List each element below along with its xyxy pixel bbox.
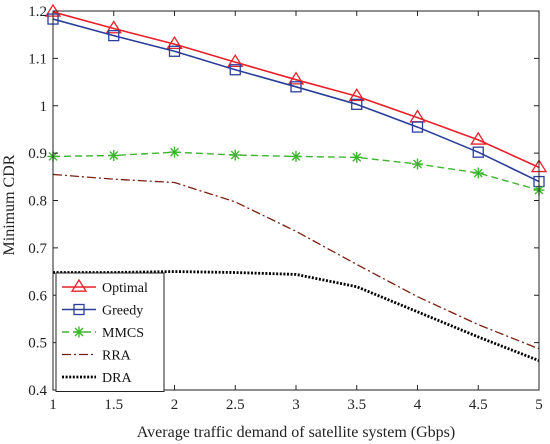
legend: Optimal Greedy MMCS RRA DRA [55, 272, 165, 392]
legend-entry-rra: RRA [62, 349, 132, 364]
y-axis-label: Minimum CDR [1, 154, 18, 255]
data-point-greedy [108, 29, 120, 42]
data-point-optimal [166, 35, 183, 50]
x-tick-label: 1 [49, 397, 57, 413]
x-tick-label: 2.5 [226, 397, 245, 413]
asterisk-stroke [170, 147, 179, 157]
x-tick-label: 3 [292, 397, 300, 413]
data-point-greedy [351, 98, 363, 110]
series-dra [53, 270, 540, 362]
data-point-mmcs [290, 150, 302, 162]
legend-label-optimal: Optimal [102, 281, 148, 296]
plot-frame [52, 10, 540, 391]
data-point-mmcs [169, 146, 180, 158]
legend-label-rra: RRA [102, 349, 132, 364]
asterisk-stroke [291, 151, 301, 161]
asterisk-stroke [352, 152, 362, 162]
legend-entry-optimal: Optimal [62, 278, 148, 296]
data-point-mmcs [472, 167, 484, 179]
series-line-rra [52, 173, 540, 350]
asterisk-stroke [109, 151, 119, 160]
data-point-greedy [168, 45, 181, 57]
x-tick-label: 4 [414, 397, 422, 413]
y-tick-label: 0.5 [28, 336, 47, 352]
data-point-mmcs [351, 151, 363, 163]
data-point-greedy [411, 121, 424, 133]
data-point-optimal [105, 20, 122, 34]
legend-entry-mmcs: MMCS [62, 326, 144, 341]
data-point-greedy [229, 64, 241, 76]
legend-marker-mmcs [73, 326, 85, 338]
x-axis-label: Average traffic demand of satellite syst… [137, 424, 455, 441]
y-tick-label: 0.7 [28, 241, 47, 257]
data-point-mmcs [412, 158, 423, 170]
y-tick-label: 1 [40, 99, 48, 115]
x-tick-label: 5 [535, 397, 543, 413]
x-tick-label: 3.5 [347, 397, 366, 413]
legend-label-mmcs: MMCS [102, 326, 144, 341]
legend-entry-dra: DRA [62, 371, 132, 386]
data-point-greedy [290, 81, 302, 93]
y-tick-label: 0.6 [28, 288, 47, 304]
series-line-optimal [52, 11, 540, 169]
series-greedy [47, 13, 545, 188]
legend-marker-optimal [70, 278, 88, 292]
data-point-optimal [470, 131, 487, 145]
legend-marker-greedy [73, 303, 85, 316]
asterisk-stroke [74, 327, 84, 337]
series-line-greedy [52, 18, 540, 183]
legend-label-dra: DRA [102, 371, 132, 386]
asterisk-stroke [473, 168, 483, 178]
x-tick-label: 2 [171, 397, 179, 413]
y-tick-label: 0.9 [28, 146, 47, 162]
y-tick-label: 0.4 [28, 383, 47, 399]
legend-label-greedy: Greedy [102, 304, 143, 319]
y-tick-label: 0.8 [28, 194, 47, 210]
data-point-optimal [227, 53, 244, 68]
data-point-greedy [472, 146, 484, 158]
x-tick-label: 1.5 [104, 397, 123, 413]
y-tick-label: 1.2 [28, 4, 47, 20]
data-point-optimal [287, 71, 305, 85]
y-tick-label: 1.1 [28, 51, 47, 67]
data-point-mmcs [108, 149, 120, 161]
data-point-mmcs [229, 149, 241, 161]
legend-entry-greedy: Greedy [62, 304, 143, 319]
asterisk-stroke [230, 150, 240, 160]
series-rra [52, 173, 540, 350]
data-point-optimal [348, 88, 365, 102]
x-tick-label: 4.5 [469, 397, 488, 413]
series-line-dra [53, 270, 540, 362]
axes: 1 1.5 2 2.5 3 3.5 4 4.5 5 0.4 0.5 0.6 0.7 0.8 0.9 1 1.1 1… [28, 4, 543, 413]
asterisk-stroke [413, 159, 422, 169]
